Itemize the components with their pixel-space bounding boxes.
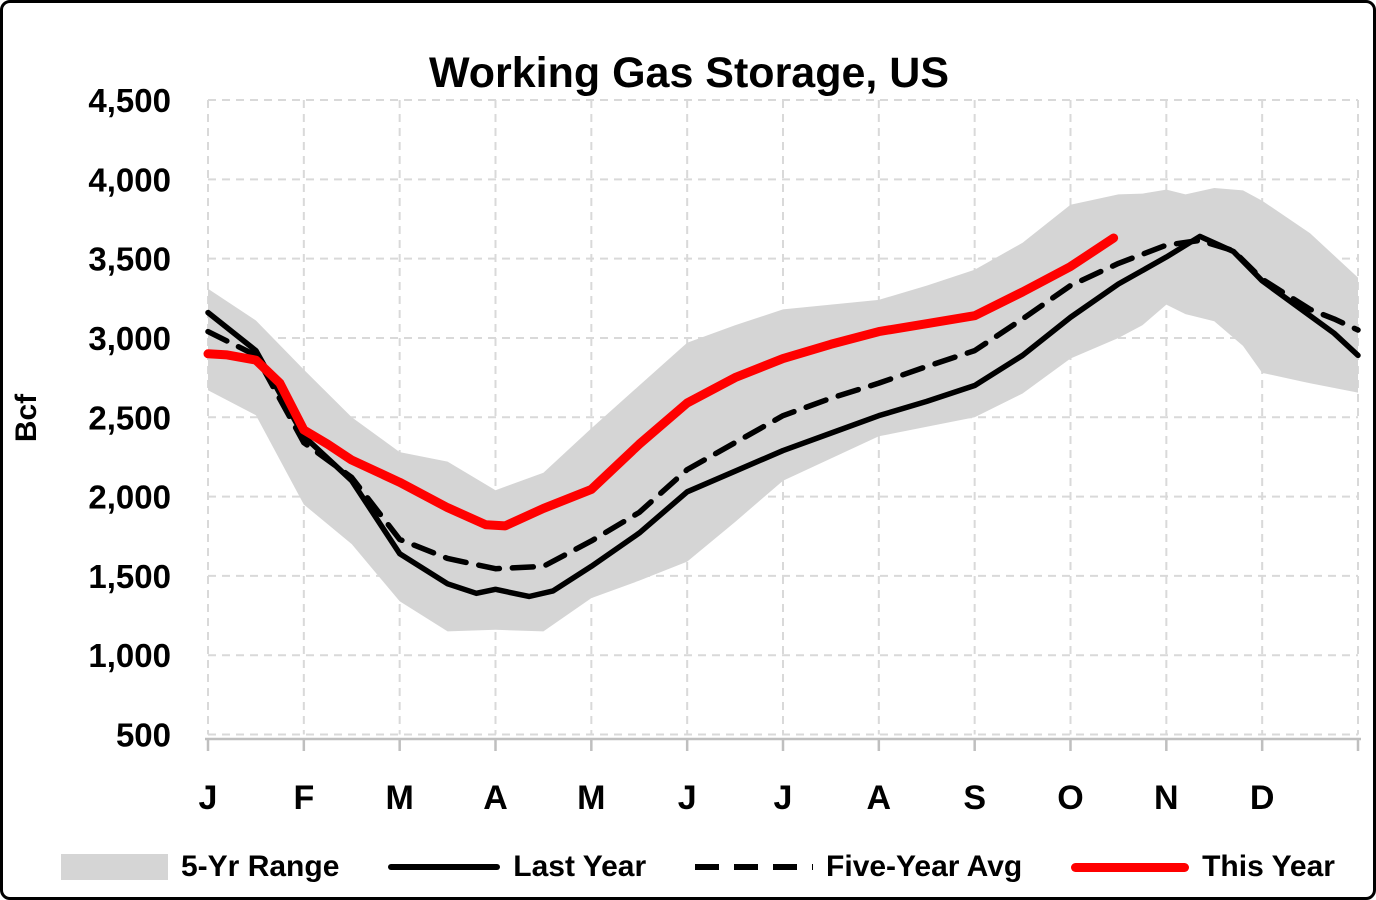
legend-item-last-year: Last Year bbox=[388, 850, 646, 884]
series-five-year-avg bbox=[205, 237, 1361, 572]
chart-title: Working Gas Storage, US bbox=[429, 49, 949, 97]
y-tick-label: 1,000 bbox=[88, 637, 171, 674]
x-tick-label: O bbox=[1057, 779, 1083, 817]
y-tick-label: 4,500 bbox=[88, 82, 171, 119]
x-tick-label: J bbox=[199, 779, 218, 817]
x-tick-label: A bbox=[867, 779, 892, 817]
y-tick-label: 500 bbox=[116, 717, 171, 754]
legend: 5-Yr Range Last Year Five-Year Avg This … bbox=[3, 841, 1373, 893]
red-line-swatch-icon bbox=[1071, 862, 1190, 872]
x-tick-label: N bbox=[1154, 779, 1179, 817]
y-tick-label: 2,000 bbox=[88, 479, 171, 516]
x-tick-label: A bbox=[483, 779, 508, 817]
x-tick-label: M bbox=[577, 779, 605, 817]
legend-item-5yr-range: 5-Yr Range bbox=[61, 850, 339, 884]
range-band-area bbox=[208, 188, 1358, 632]
y-tick-label: 3,500 bbox=[88, 241, 171, 278]
y-axis-title: Bcf bbox=[10, 393, 43, 442]
series-lines bbox=[203, 233, 1361, 600]
x-tick-label: J bbox=[678, 779, 697, 817]
legend-item-five-year-avg: Five-Year Avg bbox=[695, 850, 1022, 884]
band-swatch-icon bbox=[61, 854, 168, 880]
x-tick-label: J bbox=[774, 779, 793, 817]
solid-line-swatch-icon bbox=[388, 864, 501, 870]
y-tick-label: 2,500 bbox=[88, 399, 171, 436]
legend-label: Five-Year Avg bbox=[826, 850, 1023, 883]
y-tick-label: 4,000 bbox=[88, 161, 171, 198]
y-axis-tick-labels: 4,500 4,000 3,500 3,000 2,500 2,000 1,500 1,000… bbox=[88, 82, 171, 754]
legend-label: This Year bbox=[1202, 850, 1335, 883]
working-gas-storage-chart: 4,500 4,000 3,500 3,000 2,500 2,000 1,500 1,000… bbox=[10, 49, 1361, 817]
dashed-line-swatch-icon bbox=[695, 864, 814, 870]
legend-label: 5-Yr Range bbox=[181, 850, 340, 883]
legend-label: Last Year bbox=[513, 850, 647, 883]
x-tick-label: S bbox=[963, 779, 986, 817]
y-tick-label: 1,500 bbox=[88, 558, 171, 595]
x-tick-label: M bbox=[386, 779, 414, 817]
series-this-year bbox=[203, 233, 1119, 531]
y-tick-label: 3,000 bbox=[88, 320, 171, 357]
five-year-range-band bbox=[208, 188, 1358, 632]
x-tick-label: F bbox=[293, 779, 314, 817]
x-axis bbox=[205, 737, 1361, 751]
x-tick-label: D bbox=[1250, 779, 1275, 817]
legend-item-this-year: This Year bbox=[1071, 850, 1335, 884]
